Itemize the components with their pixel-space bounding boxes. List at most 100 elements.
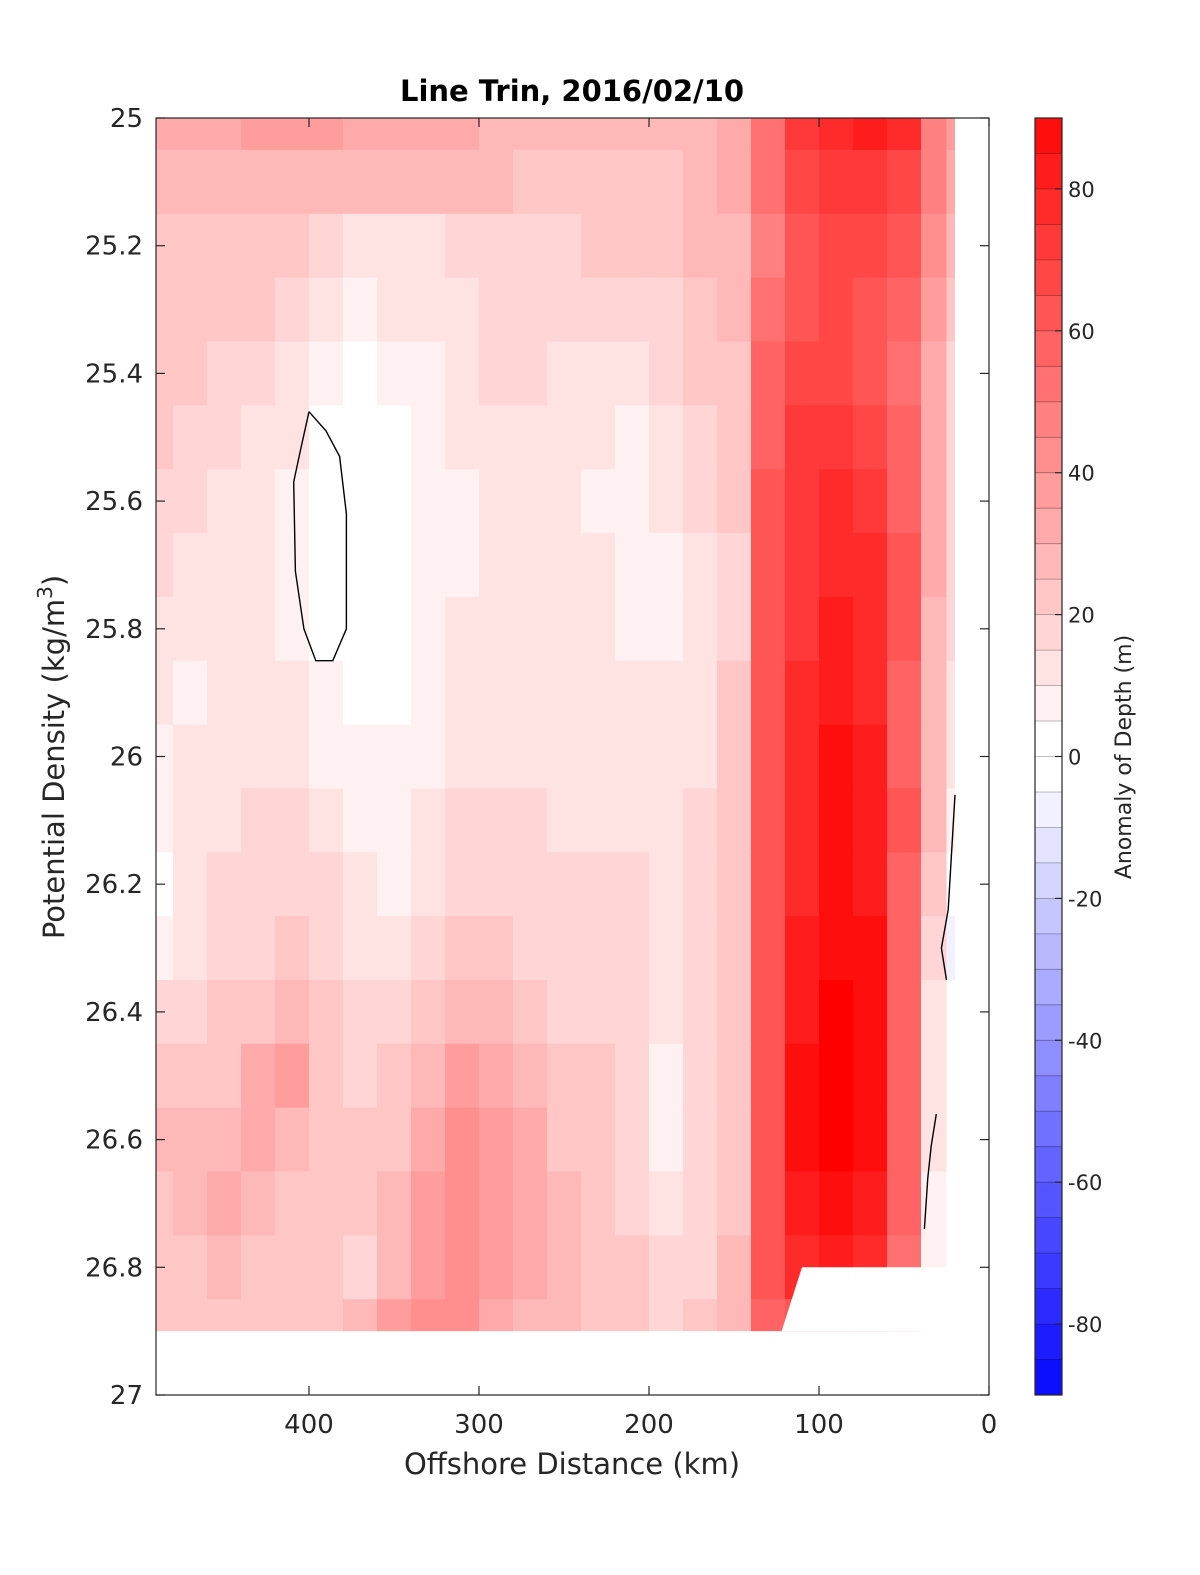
heat-cell [819, 1107, 854, 1173]
heat-cell [751, 660, 786, 726]
heat-cell [921, 533, 948, 598]
heat-cell [717, 1235, 752, 1301]
heat-cell [615, 1235, 650, 1301]
heat-cell [581, 916, 616, 981]
colorbar-band [1035, 1146, 1062, 1183]
heat-cell [479, 213, 514, 279]
heat-cell [377, 341, 412, 407]
heat-cell [275, 149, 310, 215]
heat-cell [275, 469, 310, 534]
heat-cell [479, 1107, 514, 1173]
heat-cell [173, 1171, 208, 1237]
x-axis-tick-labels: 400 300 200 100 0 [284, 1410, 997, 1440]
colorbar-band [1035, 898, 1062, 935]
heat-cell [615, 724, 650, 790]
heat-cell [377, 660, 412, 726]
heat-cell [445, 341, 480, 407]
heat-cell [921, 469, 948, 534]
heat-cell [445, 980, 480, 1045]
heat-cell [173, 149, 208, 215]
colorbar-band [1035, 756, 1062, 793]
heat-cell [343, 852, 378, 917]
heat-cell [411, 1235, 446, 1301]
colorbar-band [1035, 862, 1062, 899]
heat-cell [649, 1171, 684, 1237]
heat-cell [479, 788, 514, 853]
heat-cell [309, 852, 344, 917]
heat-cell [581, 596, 616, 662]
heat-cell [411, 533, 446, 598]
heat-cell [411, 1107, 446, 1173]
heat-cell [377, 916, 412, 981]
heat-cell [377, 980, 412, 1045]
colorbar: 80 60 40 20 0 -20 -40 -60 -80 [1034, 117, 1102, 1396]
heat-cell [479, 980, 514, 1045]
heat-cell [581, 1171, 616, 1237]
heat-cell [581, 852, 616, 917]
heat-cell [785, 277, 820, 343]
heat-cell [853, 405, 888, 470]
colorbar-band [1035, 188, 1062, 225]
heat-cell [853, 852, 888, 917]
heat-cell [547, 1235, 582, 1301]
heat-cell [751, 533, 786, 598]
heat-cell [581, 277, 616, 343]
heat-cell [513, 852, 548, 917]
heat-cell [241, 405, 276, 470]
heat-cell [173, 533, 208, 598]
heat-cell [785, 1171, 820, 1237]
y-tick-label: 25.8 [85, 615, 143, 645]
x-axis-label: Offshore Distance (km) [404, 1447, 740, 1481]
heat-cell [343, 405, 378, 470]
heat-cell [445, 916, 480, 981]
heat-cell [819, 660, 854, 726]
heat-cell [173, 852, 208, 917]
heat-cell [921, 788, 948, 853]
heat-cell [377, 149, 412, 215]
heat-cell [887, 118, 922, 151]
heat-cell [547, 405, 582, 470]
y-tick-label: 25.6 [85, 487, 143, 517]
heat-cell [343, 213, 378, 279]
heat-cell [615, 596, 650, 662]
heat-cell [156, 660, 174, 726]
heat-cell [785, 533, 820, 598]
heat-cell [343, 341, 378, 407]
heat-cell [649, 277, 684, 343]
heat-cell [581, 1043, 616, 1109]
heat-cell [785, 405, 820, 470]
heat-cell [649, 118, 684, 151]
heat-cell [479, 1235, 514, 1301]
heat-cell [819, 980, 854, 1045]
heat-cell [887, 1107, 922, 1173]
heat-cell [445, 277, 480, 343]
heat-cell [683, 596, 718, 662]
heat-cell [343, 1043, 378, 1109]
heat-cell [173, 405, 208, 470]
heat-cell [479, 405, 514, 470]
x-tick-label: 0 [981, 1410, 998, 1440]
heat-cell [819, 341, 854, 407]
heat-cell [683, 341, 718, 407]
heat-cell [377, 1043, 412, 1109]
heat-cell [887, 277, 922, 343]
heat-cell [275, 533, 310, 598]
heat-cell [717, 469, 752, 534]
heat-cell [921, 341, 948, 407]
y-tick-label: 26 [110, 743, 143, 773]
heat-cell [513, 1107, 548, 1173]
heat-cell [683, 213, 718, 279]
heat-cell [717, 213, 752, 279]
heat-cell [479, 1043, 514, 1109]
colorbar-band [1035, 685, 1062, 722]
heat-cell [479, 149, 514, 215]
heat-cell [819, 916, 854, 981]
heat-cell [819, 277, 854, 343]
heat-cell [615, 149, 650, 215]
heat-cell [547, 149, 582, 215]
heat-cell [241, 852, 276, 917]
heat-cell [683, 1171, 718, 1237]
colorbar-band [1035, 827, 1062, 864]
heat-cell [207, 213, 242, 279]
heat-cell [377, 469, 412, 534]
